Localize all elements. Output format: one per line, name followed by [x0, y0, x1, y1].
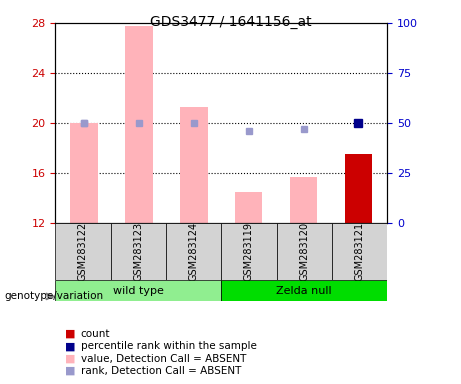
FancyBboxPatch shape [166, 223, 221, 280]
Text: ■: ■ [65, 366, 75, 376]
Text: ■: ■ [65, 329, 75, 339]
Text: GSM283120: GSM283120 [299, 222, 309, 281]
Text: wild type: wild type [113, 286, 164, 296]
Text: count: count [81, 329, 110, 339]
FancyBboxPatch shape [221, 223, 277, 280]
Bar [235, 192, 262, 223]
Text: GSM283119: GSM283119 [244, 222, 254, 281]
Bar [290, 177, 317, 223]
Text: rank, Detection Call = ABSENT: rank, Detection Call = ABSENT [81, 366, 241, 376]
FancyBboxPatch shape [55, 280, 221, 301]
Text: GSM283124: GSM283124 [189, 222, 199, 281]
Text: GSM283122: GSM283122 [78, 222, 88, 281]
Text: Zelda null: Zelda null [277, 286, 332, 296]
Bar [71, 123, 98, 223]
FancyBboxPatch shape [111, 223, 166, 280]
Text: ■: ■ [65, 341, 75, 351]
Bar [180, 107, 207, 223]
Text: value, Detection Call = ABSENT: value, Detection Call = ABSENT [81, 354, 246, 364]
Bar [125, 25, 153, 223]
FancyBboxPatch shape [221, 280, 387, 301]
Text: genotype/variation: genotype/variation [5, 291, 104, 301]
Text: percentile rank within the sample: percentile rank within the sample [81, 341, 257, 351]
FancyBboxPatch shape [277, 223, 332, 280]
Text: GDS3477 / 1641156_at: GDS3477 / 1641156_at [150, 15, 311, 29]
FancyBboxPatch shape [332, 223, 387, 280]
Text: ■: ■ [65, 354, 75, 364]
Text: GSM283121: GSM283121 [355, 222, 365, 281]
Text: GSM283123: GSM283123 [133, 222, 143, 281]
Bar [345, 154, 372, 223]
FancyBboxPatch shape [55, 223, 111, 280]
